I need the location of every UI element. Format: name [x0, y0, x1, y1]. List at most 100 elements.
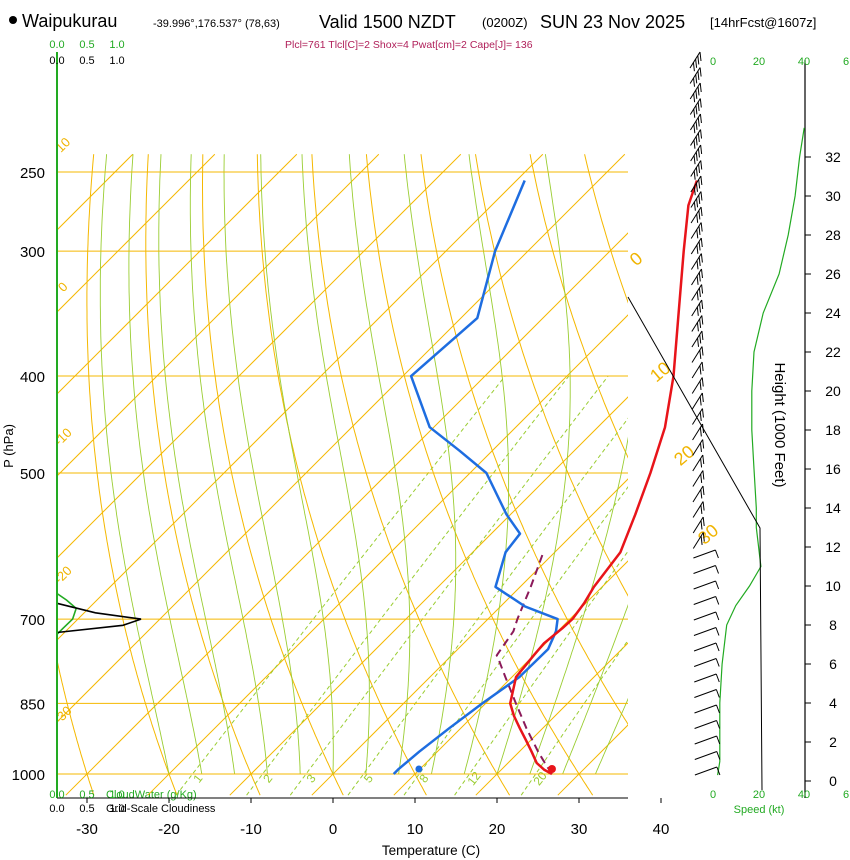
speed-tick-label: 6 — [843, 789, 849, 801]
isotherm-label: -30 — [51, 703, 75, 727]
moist-adiabat-line — [463, 154, 510, 775]
isotherm-line — [557, 724, 628, 796]
moist-adiabat-line — [348, 154, 411, 775]
wind-panel: 0246810121416182022242628303200202040406… — [627, 51, 849, 801]
speed-tick-label: 40 — [798, 56, 810, 68]
wind-barb — [691, 284, 704, 301]
x-tick-label: 30 — [571, 821, 588, 838]
moist-adiabat-line — [189, 154, 268, 775]
dry-adiabat-line — [57, 658, 95, 796]
dry-adiabat-line — [639, 154, 850, 795]
x-axis-title: Temperature (C) — [382, 843, 480, 858]
wind-barb — [692, 454, 705, 472]
wind-barb — [691, 361, 704, 379]
isotherm-line — [57, 153, 626, 723]
x-tick-label: -20 — [158, 821, 180, 838]
surface-dewpoint-dot — [415, 765, 423, 773]
isotherm-line — [57, 153, 544, 641]
wind-barb — [690, 237, 703, 255]
cloud-axis-tick: 0.0 — [49, 39, 64, 51]
height-tick-label: 8 — [829, 617, 837, 633]
wind-barb — [692, 423, 705, 441]
wind-barb — [694, 735, 721, 745]
pressure-tick-label: 250 — [20, 165, 45, 182]
height-tick-label: 14 — [825, 500, 841, 516]
wind-barb — [692, 516, 705, 534]
wind-barb — [692, 439, 705, 456]
height-tick-label: 20 — [825, 383, 841, 399]
wind-barb — [694, 751, 721, 760]
cloudiness-trace — [56, 602, 142, 634]
moist-adiabat-line — [301, 154, 370, 775]
moist-adiabat-line — [529, 436, 628, 775]
wind-barb — [692, 485, 705, 503]
wind-barb — [689, 82, 702, 103]
wind-barb — [694, 673, 720, 683]
x-tick-label: -30 — [76, 821, 98, 838]
wind-barb — [693, 596, 720, 605]
mixing-ratio-label: 12 — [464, 769, 483, 788]
dry-adiabat-line — [529, 154, 628, 459]
wind-barb — [694, 720, 721, 729]
valid-date: SUN 23 Nov 2025 — [540, 12, 685, 32]
header: Waipukurau -39.996°,176.537° (78,63) Val… — [9, 11, 816, 51]
cloud-axis-tick: 1.0 — [109, 789, 124, 801]
wind-barb — [691, 377, 704, 394]
height-tick-label: 0 — [829, 773, 837, 789]
wind-barb — [690, 253, 703, 270]
wind-barb — [690, 160, 703, 180]
isotherm-line — [640, 154, 850, 795]
isotherm-line — [57, 153, 380, 477]
cloud-axis-tick: 1.0 — [109, 55, 124, 67]
y-axis-title: P (hPa) — [1, 424, 16, 468]
pressure-tick-label: 400 — [20, 369, 45, 386]
dry-adiabat-line — [145, 154, 261, 796]
height-tick-label: 32 — [825, 149, 841, 165]
wind-panel-boundary — [627, 296, 763, 791]
wind-barb — [691, 346, 704, 363]
cloudwater-trace — [56, 592, 78, 635]
cloud-axis-tick: 0.5 — [79, 39, 94, 51]
cloud-axis-tick: 0.0 — [49, 803, 64, 815]
dewpoint-trace — [392, 180, 559, 775]
wind-barb — [693, 627, 720, 636]
mixing-ratio-line — [403, 486, 628, 796]
x-tick-label: -10 — [240, 821, 262, 838]
pressure-tick-label: 500 — [20, 466, 45, 483]
wind-barb — [692, 408, 704, 425]
cloud-axis-tick: 0.5 — [79, 803, 94, 815]
station-coords: -39.996°,176.537° (78,63) — [153, 18, 280, 30]
height-tick-label: 6 — [829, 656, 837, 672]
cloud-axis-tick: 0.5 — [79, 55, 94, 67]
isotherm-label: 20 — [670, 441, 698, 469]
wind-barb — [693, 611, 720, 621]
sounding-profiles — [56, 180, 699, 776]
x-tick-label: 10 — [407, 821, 424, 838]
wind-barb — [694, 704, 720, 714]
isotherm-label: 10 — [52, 134, 73, 155]
valid-time-z: (0200Z) — [482, 15, 528, 30]
mixing-ratio-line — [175, 375, 506, 796]
wind-barb — [693, 642, 720, 652]
forecast-info: [14hrFcst@1607z] — [710, 15, 816, 30]
speed-tick-label: 40 — [798, 789, 810, 801]
wind-barb — [690, 144, 703, 165]
pressure-tick-label: 850 — [20, 696, 45, 713]
wind-barb — [692, 532, 705, 549]
height-tick-label: 28 — [825, 227, 841, 243]
moist-adiabat-line — [562, 603, 628, 775]
height-tick-label: 16 — [825, 461, 841, 477]
cloud-axis-tick: 1.0 — [109, 803, 124, 815]
isotherm-line — [393, 560, 628, 796]
moist-adiabat-line — [627, 773, 628, 774]
wind-barb — [693, 565, 719, 574]
cloud-axis-tick: 0.0 — [49, 789, 64, 801]
x-tick-label: 40 — [653, 821, 670, 838]
moist-adiabat-line — [223, 154, 301, 775]
wind-barb — [691, 268, 703, 286]
wind-barb — [689, 98, 702, 118]
